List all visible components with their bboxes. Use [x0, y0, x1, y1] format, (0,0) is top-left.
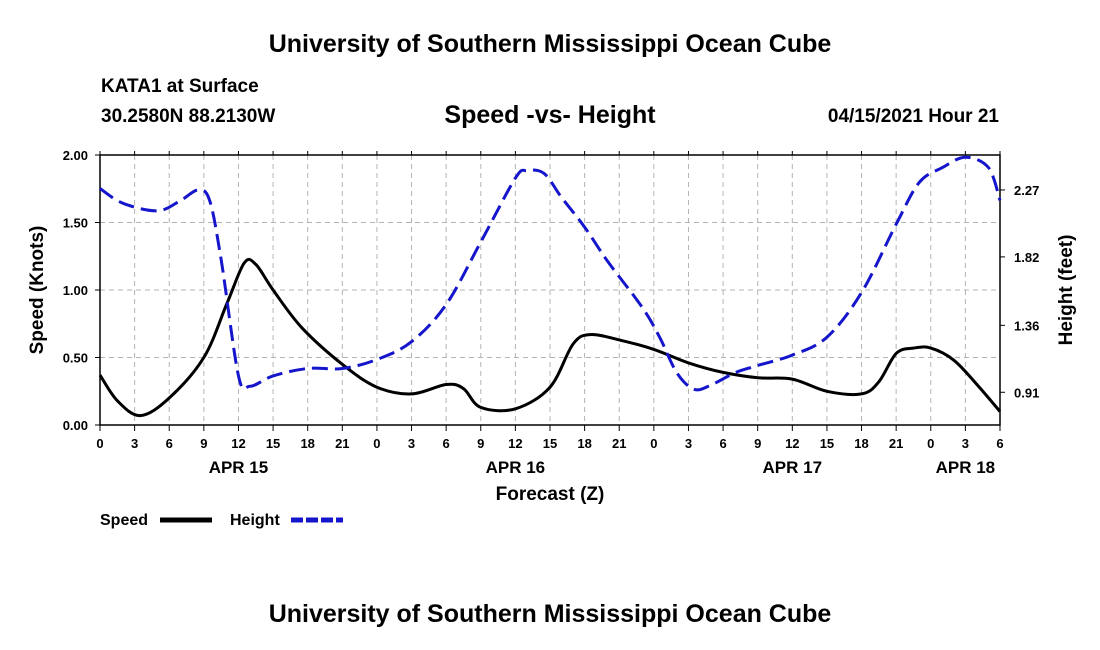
y-left-tick-label: 2.00 [63, 148, 88, 163]
grid-lines [100, 155, 1000, 425]
series-line-speed [98, 257, 1002, 418]
x-axis-label: Forecast (Z) [496, 484, 605, 505]
x-tick-label: 21 [889, 436, 903, 451]
station-coordinates: 30.2580N 88.2130W [101, 106, 276, 127]
y-right-tick-label: 1.36 [1014, 318, 1039, 333]
axis-ticks: 0 3 6 9 12 15 18 21 0 3 6 9 12 15 18 21 0 3 6 9 12 15 18 21 0 3 6 0… [63, 148, 1040, 477]
y-right-tick-label: 1.82 [1014, 250, 1039, 265]
x-tick-label: 9 [200, 436, 207, 451]
x-tick-label: 6 [719, 436, 726, 451]
x-tick-label: 18 [854, 436, 868, 451]
y-left-tick-label: 1.50 [63, 216, 88, 231]
date-label: APR 17 [763, 458, 823, 477]
date-label: APR 16 [486, 458, 546, 477]
x-tick-label: 18 [577, 436, 591, 451]
x-tick-label: 3 [962, 436, 969, 451]
x-tick-label: 12 [785, 436, 799, 451]
x-tick-label: 3 [131, 436, 138, 451]
legend-label-speed: Speed [100, 512, 148, 529]
x-tick-label: 12 [231, 436, 245, 451]
y-left-tick-label: 0.50 [63, 351, 88, 366]
series-lines [98, 155, 1002, 418]
footer-title: University of Southern Mississippi Ocean… [268, 600, 832, 628]
x-tick-label: 6 [166, 436, 173, 451]
chart-title: Speed -vs- Height [444, 101, 656, 129]
y-axis-right-label: Height (feet) [1056, 235, 1077, 346]
x-tick-label: 6 [996, 436, 1003, 451]
date-label: APR 18 [936, 458, 996, 477]
x-tick-label: 0 [927, 436, 934, 451]
x-tick-label: 9 [477, 436, 484, 451]
x-tick-label: 0 [650, 436, 657, 451]
x-tick-label: 0 [373, 436, 380, 451]
x-tick-label: 21 [335, 436, 349, 451]
x-tick-label: 6 [443, 436, 450, 451]
x-tick-label: 0 [96, 436, 103, 451]
y-axis-left-label: Speed (Knots) [27, 226, 48, 355]
x-tick-label: 3 [685, 436, 692, 451]
date-label: APR 15 [209, 458, 269, 477]
legend-label-height: Height [230, 512, 280, 529]
x-tick-label: 15 [266, 436, 280, 451]
legend: Speed Height [100, 512, 343, 529]
station-label: KATA1 at Surface [101, 76, 259, 97]
x-tick-label: 3 [408, 436, 415, 451]
page-title: University of Southern Mississippi Ocean… [268, 30, 832, 58]
y-right-tick-label: 0.91 [1014, 385, 1039, 400]
series-line-height [99, 155, 1002, 392]
x-tick-label: 9 [754, 436, 761, 451]
x-tick-label: 18 [300, 436, 314, 451]
x-tick-label: 15 [820, 436, 834, 451]
y-left-tick-label: 1.00 [63, 283, 88, 298]
x-tick-label: 12 [508, 436, 522, 451]
x-tick-label: 21 [612, 436, 626, 451]
y-left-tick-label: 0.00 [63, 418, 88, 433]
x-tick-label: 15 [543, 436, 557, 451]
forecast-datetime: 04/15/2021 Hour 21 [827, 106, 999, 127]
y-right-tick-label: 2.27 [1014, 183, 1039, 198]
